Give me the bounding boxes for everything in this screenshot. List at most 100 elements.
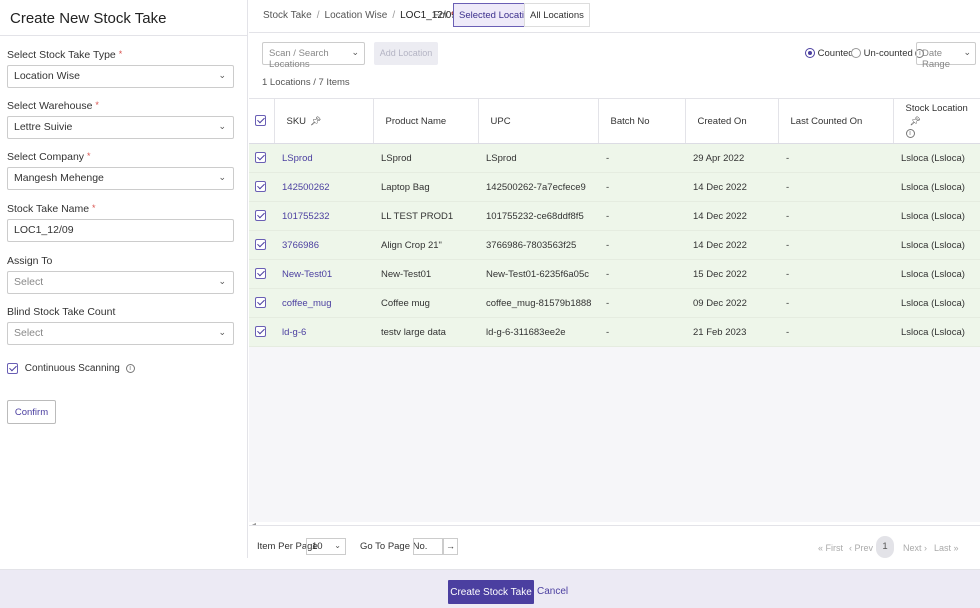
assign-to-field: Assign To Select ⌄ — [7, 255, 234, 294]
sku-cell[interactable]: ld-g-6 — [274, 317, 373, 347]
product-name-cell: LL TEST PROD1 — [373, 201, 478, 231]
table-row[interactable]: ld-g-6 testv large data ld-g-6-311683ee2e -… — [249, 317, 980, 347]
current-page[interactable]: 1 — [876, 536, 894, 558]
warehouse-field: Select Warehouse * Lettre Suivie ⌄ — [7, 100, 234, 139]
row-checkbox[interactable] — [255, 181, 266, 193]
upc-cell: ld-g-6-311683ee2e — [478, 317, 598, 347]
first-page-button[interactable]: « First — [818, 543, 844, 553]
row-checkbox[interactable] — [255, 268, 266, 280]
row-select-cell — [249, 317, 274, 347]
assign-to-select[interactable]: Select ⌄ — [7, 271, 234, 294]
item-per-page-select[interactable]: 10 ⌄ — [306, 538, 346, 555]
sku-cell[interactable]: New-Test01 — [274, 259, 373, 289]
col-sku[interactable]: SKU 📌︎ — [274, 98, 374, 144]
upc-cell: coffee_mug-81579b1888 — [478, 288, 598, 318]
pin-icon[interactable]: 📌︎ — [310, 115, 322, 126]
row-select-cell — [249, 259, 274, 289]
stock-take-name-field: Stock Take Name * LOC1_12/09 — [7, 203, 234, 242]
cancel-link[interactable]: Cancel — [537, 586, 569, 597]
go-arrow-button[interactable]: → — [443, 538, 458, 555]
warehouse-select[interactable]: Lettre Suivie ⌄ — [7, 116, 234, 139]
location-item-count: 1 Locations / 7 Items — [262, 77, 350, 88]
go-to-page-input[interactable] — [413, 538, 443, 555]
scroll-left-icon[interactable]: ◂ — [252, 520, 256, 529]
col-created-on[interactable]: Created On — [685, 98, 779, 144]
table-row[interactable]: coffee_mug Coffee mug coffee_mug-81579b188… — [249, 288, 980, 318]
product-name-cell: Laptop Bag — [373, 172, 478, 202]
breadcrumb-location-wise[interactable]: Location Wise — [324, 10, 388, 21]
col-upc[interactable]: UPC — [478, 98, 599, 144]
batch-no-cell: - — [598, 143, 685, 173]
breadcrumb-current: LOC1_12/09 — [400, 10, 457, 21]
uncounted-option[interactable]: Un-counted i — [851, 48, 925, 59]
table-body: LSprod LSprod LSprod -29 Apr 2022- Lsloca (L… — [249, 143, 980, 347]
product-name-cell: testv large data — [373, 317, 478, 347]
blind-count-select[interactable]: Select ⌄ — [7, 322, 234, 345]
col-stock-location[interactable]: Stock Location📌︎ i — [893, 98, 980, 144]
row-checkbox[interactable] — [255, 297, 266, 309]
stock-take-type-select[interactable]: Location Wise ⌄ — [7, 65, 234, 88]
created-on-cell: 21 Feb 2023 — [685, 317, 778, 347]
table-row[interactable]: New-Test01 New-Test01 New-Test01-6235f6a05… — [249, 259, 980, 289]
info-icon[interactable]: i — [905, 129, 915, 139]
create-stock-take-button[interactable]: Create Stock Take — [448, 580, 534, 604]
row-checkbox[interactable] — [255, 210, 266, 222]
stock-take-type-label: Select Stock Take Type — [7, 49, 116, 61]
uncounted-radio[interactable] — [851, 48, 861, 59]
sku-cell[interactable]: 101755232 — [274, 201, 373, 231]
chevron-down-icon: ⌄ — [334, 541, 341, 550]
created-on-cell: 15 Dec 2022 — [685, 259, 778, 289]
sku-cell[interactable]: coffee_mug — [274, 288, 373, 318]
blind-count-field: Blind Stock Take Count Select ⌄ — [7, 306, 234, 345]
company-select[interactable]: Mangesh Mehenge ⌄ — [7, 167, 234, 190]
chevron-down-icon: ⌄ — [218, 70, 226, 80]
company-field: Select Company * Mangesh Mehenge ⌄ — [7, 151, 234, 190]
stock-location-cell: Lsloca (Lsloca) — [893, 172, 980, 202]
breadcrumb-stock-take[interactable]: Stock Take — [263, 10, 312, 21]
pin-icon[interactable]: 📌︎ — [909, 115, 921, 126]
last-counted-cell: - — [778, 143, 893, 173]
confirm-button[interactable]: Confirm — [7, 400, 56, 424]
stock-take-type-field: Select Stock Take Type * Location Wise ⌄ — [7, 49, 234, 88]
sku-cell[interactable]: 3766986 — [274, 230, 373, 260]
batch-no-cell: - — [598, 259, 685, 289]
col-last-counted-on[interactable]: Last Counted On — [778, 98, 894, 144]
counted-option[interactable]: Counted — [805, 48, 854, 59]
row-checkbox[interactable] — [255, 152, 266, 164]
last-counted-cell: - — [778, 230, 893, 260]
info-icon[interactable]: i — [915, 48, 925, 58]
sku-cell[interactable]: LSprod — [274, 143, 373, 173]
continuous-scanning-row: Continuous Scanning i — [7, 363, 234, 374]
upc-cell: LSprod — [478, 143, 598, 173]
stock-location-cell: Lsloca (Lsloca) — [893, 230, 980, 260]
col-product-name[interactable]: Product Name — [373, 98, 479, 144]
last-counted-cell: - — [778, 172, 893, 202]
batch-no-cell: - — [598, 317, 685, 347]
row-checkbox[interactable] — [255, 326, 266, 338]
counted-radio[interactable] — [805, 48, 815, 59]
stock-take-name-input[interactable]: LOC1_12/09 — [7, 219, 234, 242]
prev-page-button[interactable]: ‹ Prev — [849, 543, 874, 553]
upc-cell: 142500262-7a7ecfece9 — [478, 172, 598, 202]
sku-cell[interactable]: 142500262 — [274, 172, 373, 202]
date-range-select[interactable]: Date Range ⌄ — [916, 42, 976, 70]
continuous-scanning-checkbox[interactable] — [7, 363, 18, 374]
scan-search-locations-select[interactable]: Scan / Search Locations ⌄ — [262, 42, 365, 70]
col-batch-no[interactable]: Batch No — [598, 98, 686, 144]
required-marker: * — [95, 100, 99, 110]
table-row[interactable]: LSprod LSprod LSprod -29 Apr 2022- Lsloca (L… — [249, 143, 980, 173]
select-all-checkbox[interactable] — [255, 115, 266, 127]
warehouse-label: Select Warehouse — [7, 100, 93, 112]
next-page-button[interactable]: Next › — [903, 543, 928, 553]
page-title: Create New Stock Take — [0, 0, 247, 36]
table-row[interactable]: 142500262 Laptop Bag 142500262-7a7ecfece9 -… — [249, 172, 980, 202]
batch-no-cell: - — [598, 201, 685, 231]
table-row[interactable]: 3766986 Align Crop 21" 3766986-7803563f25-… — [249, 230, 980, 260]
all-locations-toggle[interactable]: All Locations — [524, 3, 590, 27]
pagination-bar: Item Per Page 10 ⌄ Go To Page No. → « Fir… — [249, 525, 980, 558]
add-location-button[interactable]: Add Location — [374, 42, 438, 65]
last-page-button[interactable]: Last » — [934, 543, 959, 553]
table-row[interactable]: 101755232 LL TEST PROD1 101755232-ce68ddf8… — [249, 201, 980, 231]
info-icon[interactable]: i — [125, 364, 135, 373]
row-checkbox[interactable] — [255, 239, 266, 251]
